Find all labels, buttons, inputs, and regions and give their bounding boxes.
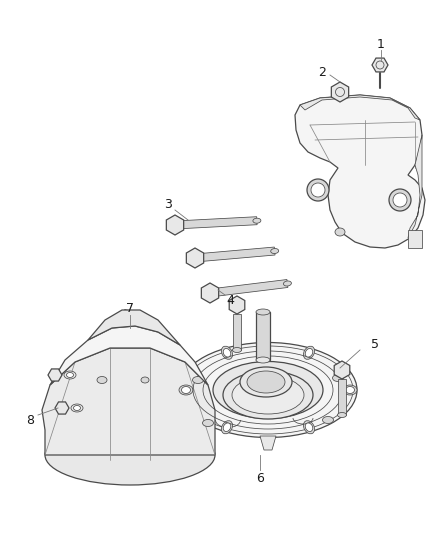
Ellipse shape [240, 367, 292, 397]
Text: 3: 3 [164, 198, 172, 212]
Polygon shape [48, 369, 62, 381]
Ellipse shape [97, 376, 107, 384]
Ellipse shape [179, 343, 357, 438]
Ellipse shape [222, 421, 233, 434]
Ellipse shape [74, 406, 81, 410]
Text: 8: 8 [26, 414, 34, 426]
Ellipse shape [343, 385, 357, 395]
Polygon shape [408, 135, 422, 238]
Polygon shape [175, 217, 257, 229]
Ellipse shape [213, 361, 323, 418]
Ellipse shape [256, 357, 270, 363]
Ellipse shape [322, 416, 333, 424]
Ellipse shape [335, 228, 345, 236]
Ellipse shape [223, 371, 313, 419]
Polygon shape [166, 215, 184, 235]
Ellipse shape [305, 423, 313, 432]
Ellipse shape [304, 346, 314, 359]
Text: 5: 5 [371, 338, 379, 351]
Polygon shape [201, 283, 219, 303]
Ellipse shape [247, 371, 285, 393]
Ellipse shape [232, 376, 304, 414]
Polygon shape [256, 312, 270, 360]
Ellipse shape [233, 348, 241, 352]
Polygon shape [300, 95, 420, 120]
Ellipse shape [71, 404, 83, 412]
Polygon shape [408, 230, 422, 248]
Text: 1: 1 [377, 37, 385, 51]
Text: 6: 6 [256, 472, 264, 484]
Polygon shape [334, 361, 350, 379]
Ellipse shape [271, 248, 279, 254]
Ellipse shape [346, 386, 354, 393]
Ellipse shape [304, 421, 314, 434]
Ellipse shape [202, 419, 213, 426]
Ellipse shape [389, 189, 411, 211]
Ellipse shape [181, 386, 191, 393]
Ellipse shape [253, 218, 261, 223]
Ellipse shape [67, 373, 74, 377]
Polygon shape [338, 379, 346, 415]
Ellipse shape [256, 309, 270, 315]
Polygon shape [194, 247, 275, 262]
Polygon shape [295, 95, 425, 248]
Ellipse shape [141, 377, 149, 383]
Ellipse shape [338, 413, 346, 417]
Ellipse shape [307, 179, 329, 201]
Text: 7: 7 [126, 302, 134, 314]
Polygon shape [233, 314, 241, 350]
Polygon shape [331, 82, 349, 102]
Ellipse shape [192, 376, 204, 384]
Polygon shape [42, 348, 215, 455]
Ellipse shape [179, 385, 193, 395]
Polygon shape [186, 248, 204, 268]
Polygon shape [88, 310, 180, 345]
Ellipse shape [64, 371, 76, 379]
Ellipse shape [223, 349, 231, 357]
Ellipse shape [283, 281, 291, 286]
Polygon shape [229, 296, 245, 314]
Ellipse shape [311, 183, 325, 197]
Polygon shape [50, 326, 208, 385]
Ellipse shape [223, 423, 231, 432]
Ellipse shape [222, 346, 233, 359]
Ellipse shape [305, 349, 313, 357]
Polygon shape [55, 402, 69, 414]
Ellipse shape [45, 425, 215, 485]
Polygon shape [372, 58, 388, 72]
Ellipse shape [393, 193, 407, 207]
Text: 4: 4 [226, 294, 234, 306]
Ellipse shape [332, 375, 343, 382]
Polygon shape [260, 436, 276, 450]
Text: 2: 2 [318, 66, 326, 78]
Polygon shape [209, 279, 288, 297]
